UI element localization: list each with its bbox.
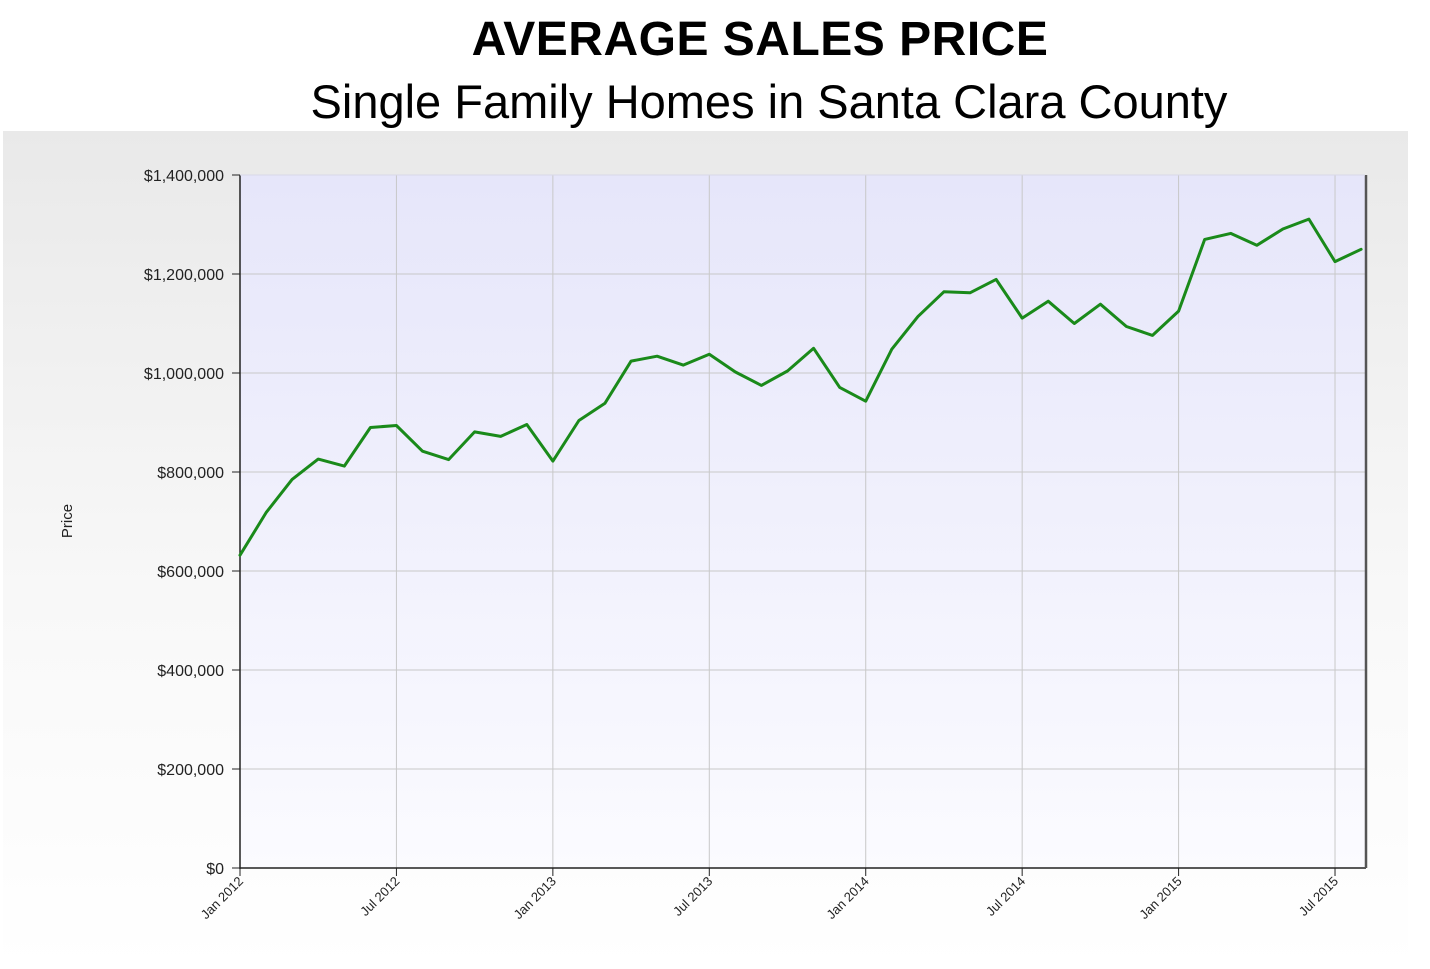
y-tick-label: $400,000	[157, 663, 224, 680]
series-line	[238, 217, 1363, 557]
x-tick-label: Jul 2013	[670, 874, 715, 919]
grid-lines	[240, 174, 1365, 868]
y-tick-label: $200,000	[157, 762, 224, 779]
x-axis-ticks: Jan 2012 Jul 2012 Jan 2013 Jul 2013 Jan 2014…	[198, 868, 1341, 922]
x-tick-label: Jan 2015	[1136, 874, 1184, 922]
chart-title: AVERAGE SALES PRICE	[471, 13, 1049, 66]
x-tick-label: Jan 2012	[198, 874, 246, 922]
x-tick-label: Jul 2014	[983, 874, 1028, 919]
chart-subtitle: Single Family Homes in Santa Clara Count…	[310, 75, 1228, 128]
plot-area	[240, 175, 1365, 868]
y-axis-ticks: $0 $200,000 $400,000 $600,000 $800,000 $1,000…	[144, 168, 240, 878]
y-tick-label: $1,400,000	[144, 168, 224, 185]
y-tick-label: $1,000,000	[144, 366, 224, 383]
y-tick-label: $600,000	[157, 564, 224, 581]
x-tick-label: Jan 2013	[511, 874, 559, 922]
x-tick-label: Jul 2012	[357, 874, 402, 919]
y-tick-label: $800,000	[157, 465, 224, 482]
series-group	[238, 217, 1363, 557]
y-axis-label: Price	[59, 504, 76, 538]
y-tick-label: $1,200,000	[144, 267, 224, 284]
x-tick-label: Jul 2015	[1296, 874, 1341, 919]
y-tick-label: $0	[206, 861, 224, 878]
x-tick-label: Jan 2014	[823, 874, 871, 922]
